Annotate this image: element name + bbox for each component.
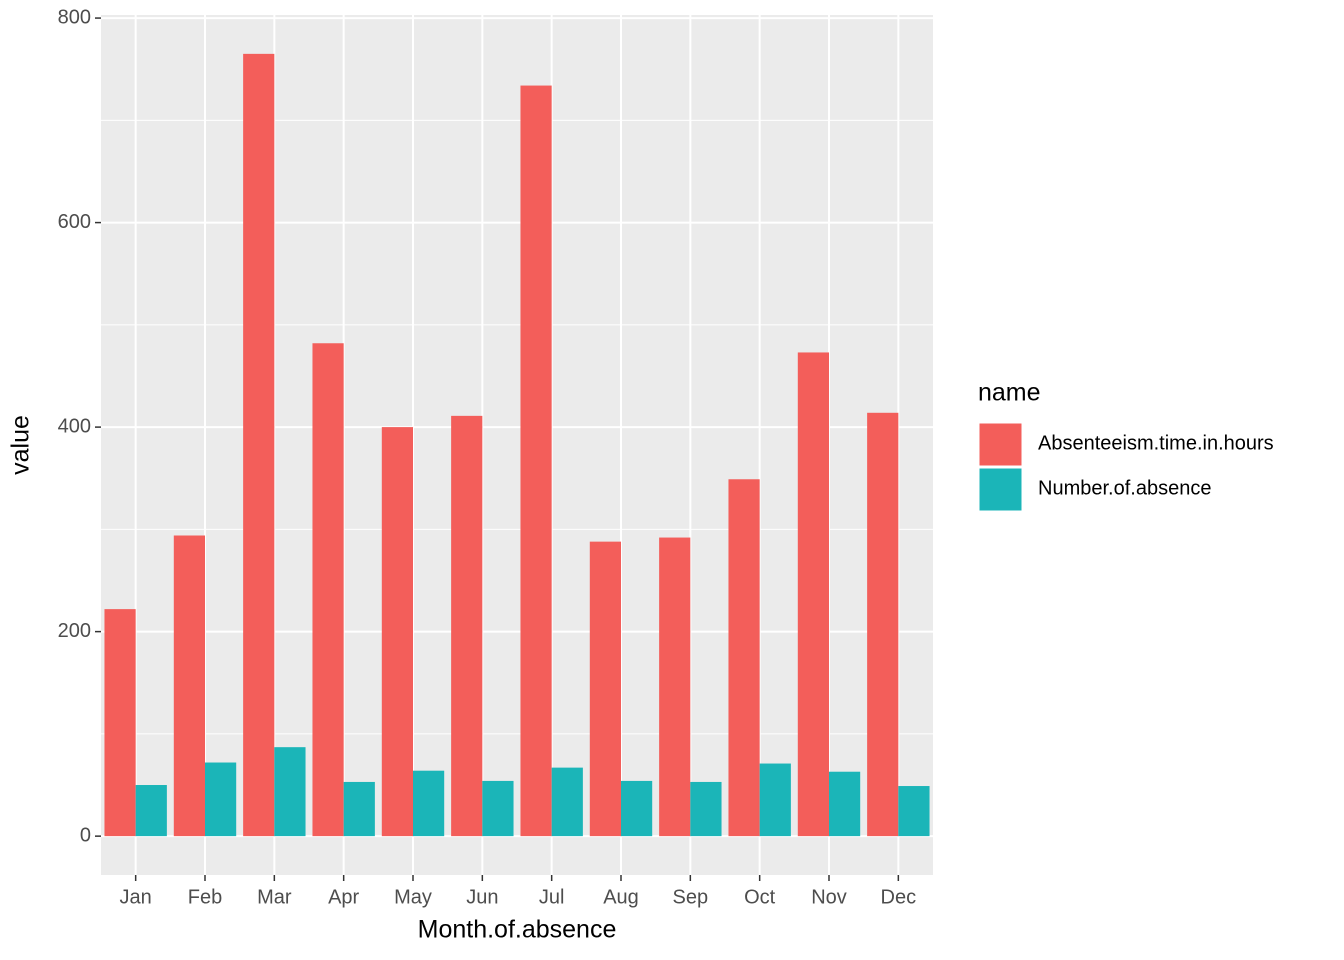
x-tick-label: Mar xyxy=(257,886,292,908)
bar xyxy=(135,785,167,837)
x-tick-label: Sep xyxy=(673,886,709,908)
bar xyxy=(381,427,413,837)
y-tick-label: 400 xyxy=(58,415,91,437)
bar xyxy=(451,415,483,837)
bar xyxy=(759,763,791,837)
bar xyxy=(867,412,899,837)
bar xyxy=(413,770,445,837)
bar xyxy=(312,343,344,837)
bar xyxy=(797,352,829,837)
bar xyxy=(520,85,552,837)
x-tick-label: Apr xyxy=(328,886,359,908)
bar xyxy=(482,780,514,837)
x-axis-title: Month.of.absence xyxy=(418,916,617,944)
legend-label: Number.of.absence xyxy=(1038,477,1211,499)
bar xyxy=(243,53,275,837)
bar xyxy=(829,771,861,837)
y-axis-title: value xyxy=(7,415,35,475)
x-tick-label: Feb xyxy=(188,886,222,908)
x-tick-label: Dec xyxy=(881,886,917,908)
bar xyxy=(551,767,583,837)
x-tick-label: Jan xyxy=(120,886,152,908)
bar xyxy=(659,537,691,837)
legend-key xyxy=(978,422,1023,467)
y-tick-label: 0 xyxy=(80,824,91,846)
legend-key xyxy=(978,467,1023,512)
x-tick-label: Aug xyxy=(603,886,639,908)
bar xyxy=(274,747,306,837)
legend-title: name xyxy=(978,379,1041,407)
bar xyxy=(621,780,653,837)
legend-label: Absenteeism.time.in.hours xyxy=(1038,432,1274,454)
bar xyxy=(589,541,621,837)
x-tick-label: May xyxy=(394,886,432,908)
bar xyxy=(898,786,930,837)
x-tick-label: Jun xyxy=(466,886,498,908)
panel xyxy=(101,15,933,875)
bar xyxy=(690,781,722,837)
y-tick-label: 200 xyxy=(58,620,91,642)
x-tick-label: Oct xyxy=(744,886,776,908)
bar xyxy=(343,781,375,837)
x-tick-label: Nov xyxy=(811,886,847,908)
y-tick-label: 600 xyxy=(58,211,91,233)
bar xyxy=(205,762,237,837)
bar xyxy=(104,609,136,837)
y-tick-label: 800 xyxy=(58,6,91,28)
x-tick-label: Jul xyxy=(539,886,565,908)
bar xyxy=(173,535,205,837)
bar xyxy=(728,479,760,837)
